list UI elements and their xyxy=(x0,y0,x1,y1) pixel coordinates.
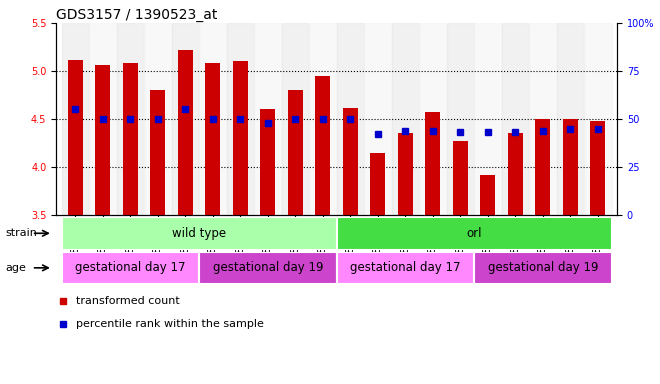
Bar xyxy=(254,23,282,215)
Bar xyxy=(425,112,440,215)
Text: age: age xyxy=(5,263,26,273)
Text: transformed count: transformed count xyxy=(76,296,180,306)
Bar xyxy=(343,108,358,215)
Bar xyxy=(502,23,529,215)
Bar xyxy=(117,23,144,215)
Text: GDS3157 / 1390523_at: GDS3157 / 1390523_at xyxy=(56,8,218,22)
Bar xyxy=(529,23,556,215)
Text: percentile rank within the sample: percentile rank within the sample xyxy=(76,319,264,329)
Bar xyxy=(233,61,248,215)
Bar xyxy=(474,252,612,284)
Bar xyxy=(563,119,578,215)
Bar xyxy=(337,252,474,284)
Bar xyxy=(89,23,117,215)
Bar xyxy=(178,50,193,215)
Bar xyxy=(584,23,612,215)
Text: wild type: wild type xyxy=(172,227,226,240)
Bar xyxy=(199,23,226,215)
Text: strain: strain xyxy=(5,228,37,238)
Bar xyxy=(282,23,309,215)
Bar xyxy=(61,252,199,284)
Bar xyxy=(226,23,254,215)
Bar xyxy=(315,76,331,215)
Bar xyxy=(370,152,385,215)
Text: gestational day 17: gestational day 17 xyxy=(350,262,461,274)
Bar xyxy=(480,175,496,215)
Bar xyxy=(453,141,468,215)
Text: gestational day 19: gestational day 19 xyxy=(213,262,323,274)
Text: gestational day 17: gestational day 17 xyxy=(75,262,185,274)
Bar xyxy=(364,23,391,215)
Bar xyxy=(556,23,584,215)
Bar xyxy=(447,23,474,215)
Bar xyxy=(61,217,337,250)
Text: orl: orl xyxy=(467,227,482,240)
Bar xyxy=(337,23,364,215)
Bar xyxy=(508,134,523,215)
Bar xyxy=(61,23,89,215)
Bar xyxy=(95,65,110,215)
Bar xyxy=(309,23,337,215)
Bar xyxy=(172,23,199,215)
Bar xyxy=(474,23,502,215)
Bar xyxy=(68,60,83,215)
Bar xyxy=(337,217,612,250)
Bar xyxy=(123,63,138,215)
Bar xyxy=(391,23,419,215)
Bar xyxy=(590,121,605,215)
Bar xyxy=(288,90,303,215)
Bar xyxy=(144,23,172,215)
Bar xyxy=(260,109,275,215)
Bar xyxy=(398,134,413,215)
Bar xyxy=(199,252,337,284)
Bar xyxy=(205,63,220,215)
Bar xyxy=(150,90,166,215)
Bar xyxy=(419,23,447,215)
Text: gestational day 19: gestational day 19 xyxy=(488,262,598,274)
Bar xyxy=(535,119,550,215)
